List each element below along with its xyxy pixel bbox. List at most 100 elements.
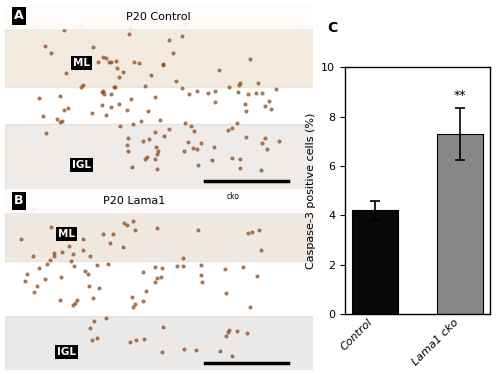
Point xyxy=(252,273,260,279)
Point xyxy=(98,102,106,108)
Point xyxy=(116,101,124,107)
Point xyxy=(89,295,97,301)
Point xyxy=(254,80,262,86)
Point xyxy=(258,90,266,96)
Point xyxy=(116,123,124,129)
Point xyxy=(159,324,167,330)
Point xyxy=(68,251,76,257)
Point xyxy=(257,167,265,173)
Point xyxy=(106,240,114,246)
Point xyxy=(190,128,198,134)
Point xyxy=(123,142,131,148)
Point xyxy=(222,266,230,272)
Point xyxy=(184,91,192,97)
Bar xyxy=(436,134,484,314)
Point xyxy=(266,106,274,112)
Text: IGL: IGL xyxy=(57,347,76,357)
Point xyxy=(246,304,254,310)
Point xyxy=(216,348,224,354)
Point xyxy=(71,300,79,306)
Point xyxy=(180,148,188,154)
Point xyxy=(130,304,138,310)
Y-axis label: Caspase-3 positive cells (%): Caspase-3 positive cells (%) xyxy=(306,113,316,269)
Point xyxy=(93,262,101,268)
Point xyxy=(222,333,230,339)
Bar xyxy=(5,189,312,212)
Point xyxy=(100,91,108,97)
Point xyxy=(20,278,28,283)
Point xyxy=(232,120,240,126)
Point xyxy=(124,148,132,154)
Point xyxy=(85,283,93,289)
Bar xyxy=(5,4,312,87)
Point xyxy=(210,144,218,150)
Point xyxy=(76,85,84,91)
Point xyxy=(40,43,48,49)
Point xyxy=(225,327,233,332)
Point xyxy=(130,301,138,307)
Point xyxy=(156,117,164,123)
Point xyxy=(99,88,107,94)
Point xyxy=(64,105,72,111)
Point xyxy=(35,95,43,101)
Point xyxy=(152,144,160,150)
Point xyxy=(110,232,118,237)
Point xyxy=(236,82,244,88)
Point xyxy=(132,337,140,343)
Point xyxy=(180,263,188,269)
Text: ML: ML xyxy=(74,58,90,68)
Point xyxy=(234,89,241,95)
Point xyxy=(129,218,137,224)
Point xyxy=(70,263,78,269)
Point xyxy=(178,33,186,39)
Point xyxy=(255,227,263,233)
Text: B: B xyxy=(14,194,24,207)
Point xyxy=(178,255,186,261)
Point xyxy=(236,80,244,86)
Point xyxy=(57,274,65,280)
Point xyxy=(224,329,232,335)
Point xyxy=(159,62,167,68)
Point xyxy=(261,103,269,109)
Point xyxy=(210,99,218,105)
Text: P20 Lama1: P20 Lama1 xyxy=(103,196,166,206)
Bar xyxy=(5,4,312,28)
Point xyxy=(265,98,273,104)
Point xyxy=(120,69,128,75)
Point xyxy=(198,262,205,268)
Point xyxy=(184,139,192,145)
Point xyxy=(30,253,38,259)
Bar xyxy=(5,316,312,370)
Point xyxy=(111,84,119,90)
Point xyxy=(228,155,236,161)
Point xyxy=(165,37,173,43)
Point xyxy=(244,91,252,97)
Point xyxy=(264,146,272,152)
Point xyxy=(139,138,147,144)
Point xyxy=(197,140,205,146)
Point xyxy=(222,290,230,296)
Point xyxy=(47,224,55,230)
Point xyxy=(151,279,159,285)
Point xyxy=(174,263,182,269)
Point xyxy=(79,247,87,253)
Point xyxy=(78,62,86,68)
Point xyxy=(39,113,47,119)
Point xyxy=(84,271,92,277)
Text: IGL: IGL xyxy=(72,160,92,170)
Point xyxy=(160,133,168,139)
Point xyxy=(100,231,108,237)
Point xyxy=(47,50,55,56)
Point xyxy=(193,146,201,152)
Point xyxy=(113,65,121,71)
Point xyxy=(36,265,44,271)
Point xyxy=(100,55,108,61)
Point xyxy=(123,107,131,113)
Point xyxy=(154,148,162,154)
Point xyxy=(30,206,38,212)
Point xyxy=(120,220,128,226)
Text: **: ** xyxy=(454,89,466,102)
Point xyxy=(67,258,75,264)
Point xyxy=(65,243,73,249)
Point xyxy=(42,130,50,136)
